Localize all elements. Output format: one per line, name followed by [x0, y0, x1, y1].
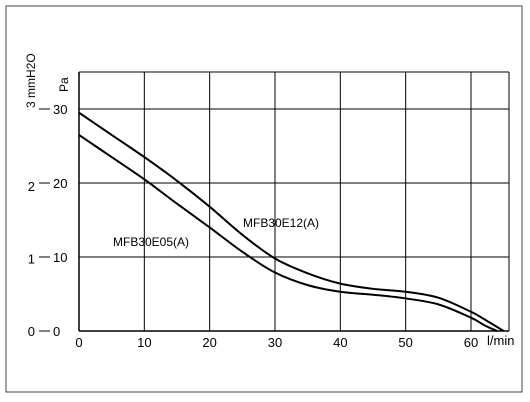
y-tick-mmh2o-0: 0 — [28, 324, 35, 339]
y-tick-mmh2o-2: 2 — [28, 179, 35, 194]
axes — [39, 108, 509, 332]
y-tick-pa-30: 30 — [53, 102, 67, 117]
outer-border — [5, 5, 523, 393]
y-tick-mmh2o-1: 1 — [28, 251, 35, 266]
y-tick-pa-10: 10 — [53, 250, 67, 265]
y-tick-labels-mmh2o: 0 1 2 — [28, 179, 35, 339]
x-tick-10: 10 — [137, 335, 151, 350]
grid — [78, 71, 510, 331]
y-unit-pa: Pa — [57, 77, 71, 92]
y-tick-pa-0: 0 — [53, 324, 60, 339]
x-tick-0: 0 — [75, 335, 82, 350]
series-label-mfb30e12: MFB30E12(A) — [243, 216, 319, 230]
y-tick-pa-20: 20 — [53, 176, 67, 191]
x-tick-60: 60 — [464, 335, 478, 350]
x-tick-labels: 0 10 20 30 40 50 60 — [75, 335, 478, 350]
x-tick-50: 50 — [398, 335, 412, 350]
x-tick-20: 20 — [202, 335, 216, 350]
y-unit-mmh2o: 3 mmH2O — [24, 53, 38, 108]
x-unit-label: l/min — [487, 333, 514, 348]
x-tick-30: 30 — [268, 335, 282, 350]
series-label-mfb30e05: MFB30E05(A) — [113, 235, 189, 249]
series-line-mfb30e12a — [78, 111, 505, 332]
series-line-mfb30e05a — [78, 134, 498, 332]
series-lines — [78, 111, 505, 332]
x-tick-40: 40 — [333, 335, 347, 350]
y-tick-labels-pa: 0 10 20 30 — [53, 102, 67, 339]
